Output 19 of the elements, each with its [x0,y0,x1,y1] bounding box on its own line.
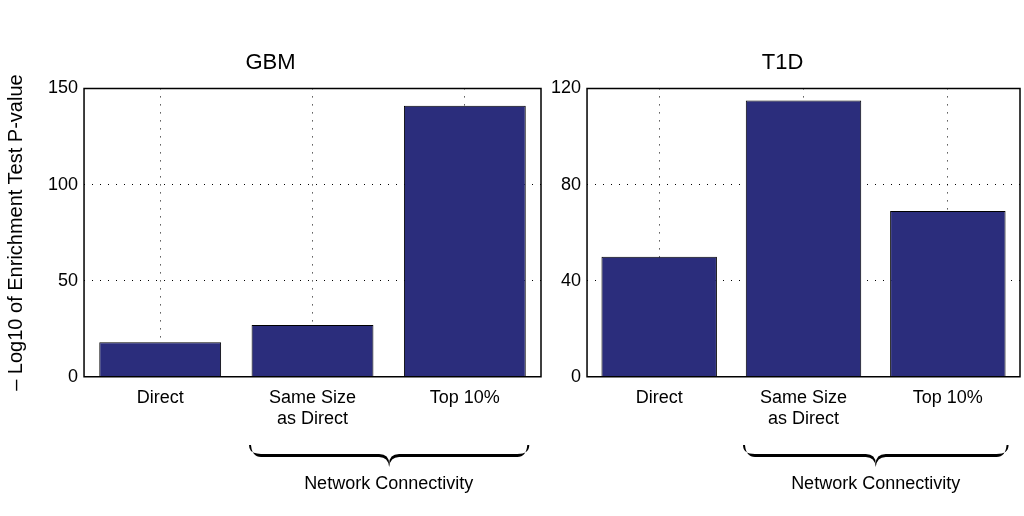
chart-title: T1D [761,49,804,75]
y-tick-label: 40 [561,269,582,290]
y-tick-label: 100 [47,173,79,194]
y-tick-label: 0 [68,365,79,386]
y-tick-label: 50 [58,269,79,290]
y-tick-label: 120 [550,77,582,98]
y-tick-label: 150 [47,77,79,98]
x-tick-label: Same Size as Direct [759,386,848,429]
x-tick-label: Direct [136,386,184,407]
chart-title: GBM [245,49,296,75]
x-tick-label: Top 10% [912,386,983,407]
x-tick-label: Direct [635,386,683,407]
y-tick-label: 0 [571,365,582,386]
text: Network Connectivity [790,472,962,494]
x-tick-label: Same Size as Direct [268,386,357,429]
y-axis-title: – Log10 of Enrichment Test P-value [3,74,26,391]
text: Network Connectivity [303,472,475,494]
x-tick-label: Top 10% [429,386,500,407]
y-tick-label: 80 [561,173,582,194]
